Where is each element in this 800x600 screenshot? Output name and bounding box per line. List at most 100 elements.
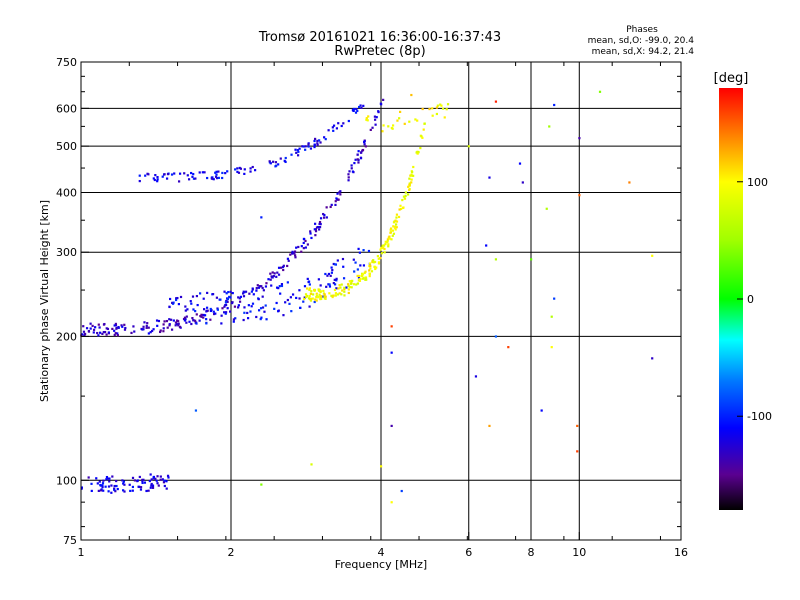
data-point bbox=[334, 263, 337, 266]
data-point bbox=[155, 479, 158, 482]
data-point bbox=[178, 172, 182, 175]
data-point bbox=[309, 147, 313, 150]
stats-o-mode: mean, sd,O: -99.0, 20.4 bbox=[588, 36, 695, 46]
data-point bbox=[353, 270, 356, 273]
data-point bbox=[282, 264, 285, 267]
data-point bbox=[169, 297, 172, 301]
data-point bbox=[131, 476, 135, 479]
data-point bbox=[115, 327, 118, 330]
data-point bbox=[183, 319, 187, 322]
data-point bbox=[262, 289, 265, 292]
x-tick-label: 10 bbox=[572, 546, 586, 559]
data-point bbox=[368, 269, 371, 272]
data-point bbox=[242, 292, 245, 295]
data-point bbox=[154, 477, 157, 480]
data-point bbox=[359, 104, 362, 107]
data-point bbox=[223, 311, 226, 314]
data-point bbox=[302, 237, 306, 241]
y-tick-label: 300 bbox=[56, 246, 77, 259]
y-tick-label: 200 bbox=[56, 330, 77, 343]
data-point bbox=[114, 324, 118, 327]
data-point bbox=[403, 122, 406, 125]
data-point bbox=[132, 325, 135, 328]
data-point bbox=[205, 309, 209, 312]
data-point bbox=[215, 170, 218, 173]
data-point bbox=[94, 326, 97, 329]
data-point bbox=[277, 310, 280, 313]
data-point bbox=[194, 177, 197, 180]
data-point bbox=[117, 325, 120, 329]
data-point bbox=[408, 188, 411, 192]
chart-title-line2: RwPretec (8p) bbox=[334, 44, 425, 59]
data-point bbox=[548, 125, 551, 128]
data-point bbox=[358, 251, 362, 254]
data-point bbox=[305, 295, 308, 299]
data-point bbox=[530, 258, 533, 261]
data-point bbox=[298, 297, 301, 300]
data-point bbox=[184, 305, 187, 308]
data-point bbox=[195, 322, 198, 325]
data-point bbox=[319, 217, 323, 220]
data-point bbox=[370, 270, 374, 273]
data-point bbox=[199, 314, 202, 318]
data-point bbox=[275, 275, 278, 278]
data-point bbox=[277, 287, 280, 290]
data-point bbox=[281, 265, 285, 269]
data-point bbox=[298, 147, 301, 150]
data-point bbox=[227, 290, 230, 294]
data-point bbox=[243, 311, 246, 314]
data-point bbox=[277, 266, 281, 269]
data-point bbox=[152, 328, 155, 331]
data-point bbox=[410, 181, 413, 184]
data-point bbox=[540, 409, 543, 412]
data-point bbox=[151, 329, 154, 333]
data-point bbox=[194, 319, 197, 322]
data-point bbox=[212, 312, 216, 316]
data-point bbox=[407, 185, 410, 188]
data-point bbox=[304, 239, 307, 243]
data-point bbox=[299, 306, 302, 309]
data-point bbox=[108, 477, 111, 480]
data-point bbox=[389, 228, 392, 231]
data-point bbox=[191, 295, 195, 298]
data-point bbox=[211, 176, 214, 179]
data-point bbox=[165, 319, 169, 323]
data-point bbox=[242, 318, 245, 322]
data-point bbox=[103, 322, 106, 326]
data-point bbox=[260, 285, 263, 288]
data-point bbox=[296, 149, 299, 152]
data-point bbox=[123, 328, 127, 331]
data-point bbox=[359, 156, 363, 159]
data-point bbox=[229, 290, 232, 293]
data-point bbox=[334, 292, 338, 295]
data-point bbox=[162, 481, 166, 484]
data-point bbox=[357, 276, 361, 279]
data-point bbox=[382, 247, 385, 250]
data-point bbox=[97, 334, 100, 337]
data-point bbox=[131, 489, 134, 492]
data-point bbox=[328, 285, 332, 288]
data-point bbox=[340, 283, 343, 286]
data-point bbox=[364, 278, 367, 281]
data-point bbox=[333, 283, 337, 286]
data-point bbox=[332, 294, 335, 297]
data-point bbox=[148, 479, 151, 483]
data-point bbox=[373, 118, 377, 121]
data-point bbox=[163, 479, 166, 482]
data-point bbox=[435, 106, 439, 109]
data-point bbox=[356, 282, 360, 285]
data-point bbox=[550, 315, 553, 318]
data-point bbox=[304, 293, 308, 296]
data-point bbox=[231, 291, 234, 295]
data-point bbox=[191, 316, 194, 320]
data-point bbox=[211, 293, 215, 296]
data-point bbox=[488, 176, 491, 179]
data-point bbox=[316, 143, 319, 146]
data-point bbox=[166, 474, 170, 477]
data-point bbox=[224, 312, 227, 315]
data-point bbox=[80, 486, 83, 489]
data-point bbox=[192, 172, 195, 176]
data-point bbox=[167, 476, 170, 479]
data-point bbox=[339, 286, 342, 289]
data-point bbox=[394, 228, 397, 231]
